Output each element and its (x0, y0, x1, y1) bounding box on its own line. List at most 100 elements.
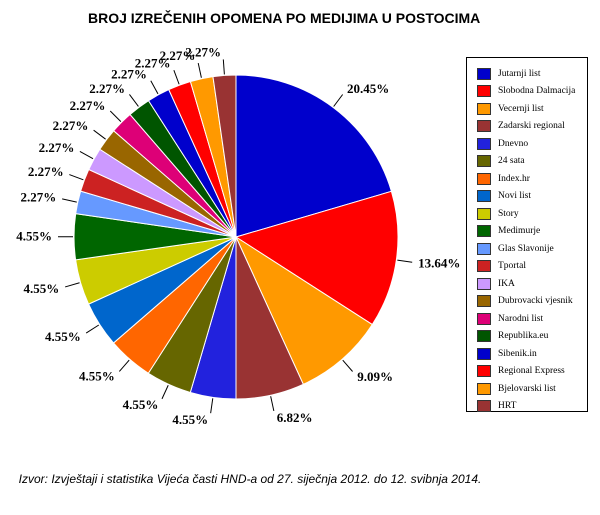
legend-label: Story (498, 208, 519, 219)
leader-line (173, 70, 180, 85)
slice-value-label: 2.27% (28, 164, 64, 179)
legend-swatch (477, 400, 491, 412)
slice-value-label: 4.55% (45, 329, 81, 344)
legend-swatch (477, 120, 491, 132)
slice-value-label: 13.64% (418, 255, 460, 270)
legend-item: Dubrovacki vjesnik (477, 295, 573, 308)
legend-swatch (477, 225, 491, 237)
legend-label: Regional Express (498, 366, 565, 376)
legend-label: IKA (498, 278, 515, 289)
legend-item: IKA (477, 277, 515, 290)
leader-line (342, 359, 353, 372)
legend-item: Medimurje (477, 225, 540, 238)
leader-line (397, 259, 413, 263)
slice-value-label: 9.09% (357, 369, 393, 384)
legend-label: Zadarski regional (498, 121, 565, 131)
legend-item: Regional Express (477, 365, 565, 378)
leader-line (69, 174, 84, 181)
slice-value-label: 20.45% (347, 81, 389, 96)
legend-item: Jutarnji list (477, 67, 541, 80)
legend-label: Narodni list (498, 313, 544, 324)
leader-line (161, 385, 169, 400)
pie-slice (234, 235, 373, 386)
legend-label: Jutarnji list (498, 68, 541, 79)
slice-value-label: 6.82% (277, 410, 313, 425)
leader-line (210, 398, 214, 414)
leader-line (270, 396, 275, 412)
leader-line (79, 151, 94, 160)
legend-swatch (477, 85, 491, 97)
legend-swatch (477, 190, 491, 202)
legend-swatch (477, 382, 491, 395)
legend-swatch (477, 242, 491, 255)
legend-swatch (477, 347, 491, 360)
legend-label: Bjelovarski list (498, 383, 556, 394)
leader-line (62, 198, 77, 203)
legend-item: Bjelovarski list (477, 382, 556, 395)
leader-line (93, 129, 106, 140)
legend-item: Index.hr (477, 172, 530, 185)
legend-item: 24 sata (477, 155, 525, 168)
legend-item: Dnevno (477, 137, 528, 150)
slice-value-label: 2.27% (160, 48, 196, 63)
legend-swatch (477, 295, 491, 307)
slice-value-label: 2.27% (111, 67, 147, 82)
legend-swatch (477, 330, 491, 342)
pie-slice (234, 190, 399, 326)
leader-line (118, 359, 130, 372)
chart-title: BROJ IZREČENIH OPOMENA PO MEDIJIMA U POS… (88, 10, 481, 26)
legend-item: Glas Slavonije (477, 242, 554, 255)
leader-line (85, 324, 100, 334)
leader-line (109, 110, 122, 122)
legend-label: Tportal (498, 261, 526, 271)
legend-item: Tportal (477, 260, 526, 273)
legend-item: Story (477, 207, 519, 220)
legend-label: Sibenik.in (498, 348, 537, 359)
slice-value-label: 4.55% (16, 229, 52, 244)
legend-item: Novi list (477, 190, 531, 203)
legend-swatch (477, 260, 491, 272)
legend-swatch (477, 365, 491, 377)
slice-value-label: 4.55% (24, 281, 60, 296)
legend-label: Novi list (498, 191, 531, 201)
leader-line (333, 94, 344, 107)
slice-value-label: 4.55% (123, 397, 159, 412)
slice-value-label: 2.27% (53, 118, 89, 133)
chart-legend: Jutarnji list Slobodna Dalmacija Vecernji … (466, 57, 588, 412)
legend-label: Vecernji list (498, 103, 544, 114)
leader-line (222, 59, 225, 75)
slice-value-label: 2.27% (89, 81, 125, 96)
legend-label: 24 sata (498, 156, 525, 166)
legend-item: HRT (477, 400, 516, 413)
legend-swatch (477, 312, 491, 325)
legend-label: Glas Slavonije (498, 243, 554, 254)
source-note: Izvor: Izvještaji i statistika Vijeća ča… (18, 472, 482, 486)
leader-line (65, 282, 80, 288)
legend-swatch (477, 155, 491, 167)
pie-slice (235, 74, 393, 238)
legend-label: Index.hr (498, 173, 530, 184)
legend-swatch (477, 102, 491, 115)
legend-swatch (477, 207, 491, 220)
legend-label: Dubrovacki vjesnik (498, 296, 573, 306)
legend-label: Dnevno (498, 138, 529, 149)
slice-value-label: 2.27% (185, 44, 221, 59)
slice-value-label: 2.27% (135, 56, 171, 71)
leader-line (129, 94, 139, 107)
legend-swatch (477, 172, 491, 185)
legend-item: Narodni list (477, 312, 543, 325)
legend-swatch (477, 67, 491, 80)
leader-line (150, 80, 159, 95)
slice-value-label: 4.55% (172, 412, 208, 427)
legend-item: Sibenik.in (477, 347, 537, 360)
legend-item: Slobodna Dalmacija (477, 85, 575, 98)
legend-label: HRT (498, 401, 517, 411)
slice-value-label: 4.55% (79, 369, 115, 384)
legend-item: Zadarski regional (477, 120, 565, 133)
slice-value-label: 2.27% (70, 98, 106, 113)
leader-line (197, 62, 202, 78)
pie-slice (212, 74, 237, 238)
legend-label: Slobodna Dalmacija (498, 86, 576, 96)
legend-swatch (477, 137, 491, 150)
